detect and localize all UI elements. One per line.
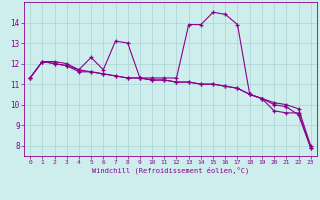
X-axis label: Windchill (Refroidissement éolien,°C): Windchill (Refroidissement éolien,°C) (92, 167, 249, 174)
